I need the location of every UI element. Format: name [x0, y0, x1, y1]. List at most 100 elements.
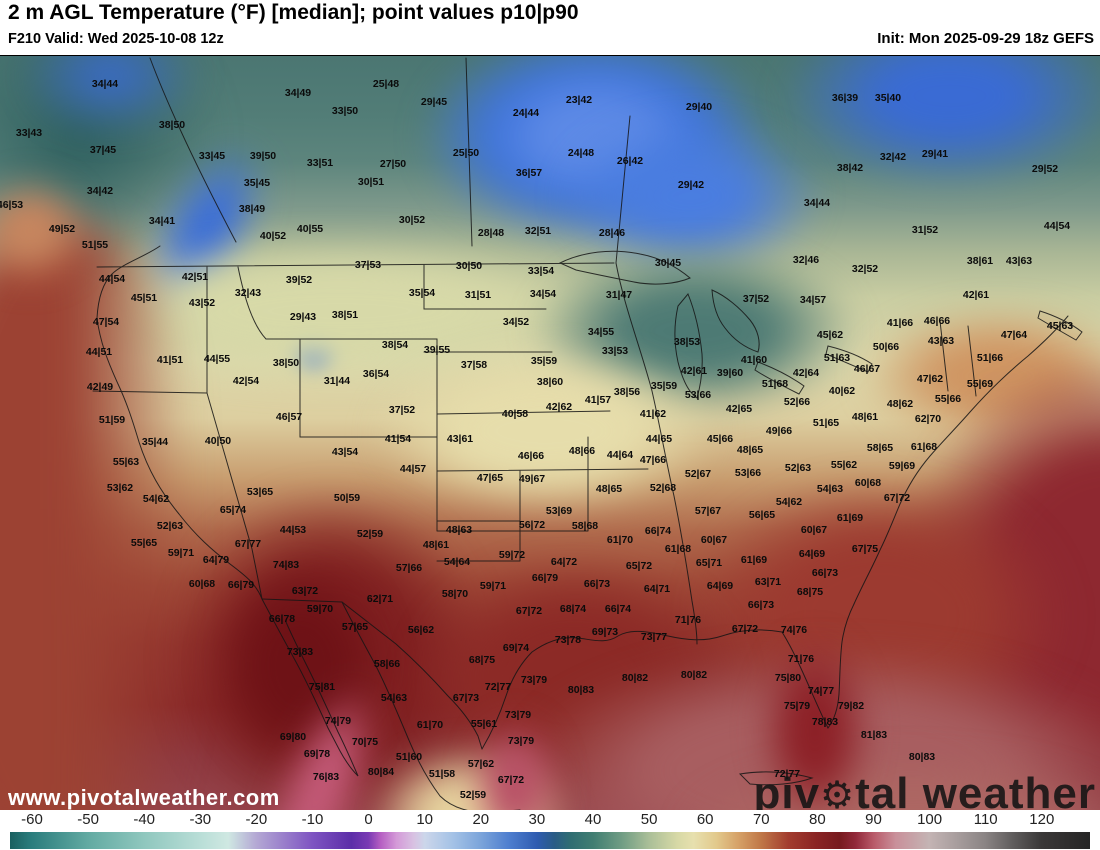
colorbar-tick-label: -50 [77, 811, 99, 828]
point-value: 75|80 [774, 672, 802, 684]
gulf-coastline [481, 629, 783, 750]
state-border-tx-panhandle [436, 470, 521, 562]
point-value: 40|62 [828, 385, 856, 397]
point-value: 31|47 [605, 289, 633, 301]
point-value: 57|66 [395, 562, 423, 574]
point-value: 44|64 [606, 449, 634, 461]
point-value: 33|45 [198, 150, 226, 162]
point-value: 41|60 [740, 354, 768, 366]
point-value: 48|65 [595, 483, 623, 495]
point-value: 39|50 [249, 150, 277, 162]
us-mexico-border [261, 598, 483, 750]
point-value: 47|66 [639, 454, 667, 466]
point-value: 54|63 [816, 483, 844, 495]
point-value: 48|62 [886, 398, 914, 410]
point-value: 39|60 [716, 367, 744, 379]
east-coastline [853, 315, 1069, 605]
point-value: 43|61 [446, 433, 474, 445]
point-value: 47|54 [92, 316, 120, 328]
point-value: 54|62 [142, 493, 170, 505]
state-border-co-box [436, 436, 589, 532]
point-value: 42|64 [792, 367, 820, 379]
map-shade-pacific-warm [0, 226, 190, 811]
point-value: 71|76 [787, 653, 815, 665]
point-value: 38|56 [613, 386, 641, 398]
map-shade-florida-red [760, 636, 870, 811]
point-value: 51|60 [395, 751, 423, 763]
point-value: 32|46 [792, 254, 820, 266]
point-value: 71|76 [674, 614, 702, 626]
colorbar-tick-label: 60 [696, 811, 714, 828]
state-border-id-mt [237, 266, 267, 340]
point-value: 43|52 [188, 297, 216, 309]
point-value: 69|73 [591, 626, 619, 638]
point-value: 34|44 [803, 197, 831, 209]
point-value: 46|57 [275, 411, 303, 423]
point-value: 67|72 [515, 605, 543, 617]
colorbar-tick-label: 100 [917, 811, 943, 828]
lake-superior [558, 250, 691, 285]
point-value: 80|82 [680, 669, 708, 681]
point-value: 55|63 [112, 456, 140, 468]
point-value: 29|42 [677, 179, 705, 191]
point-value: 53|66 [684, 389, 712, 401]
colorbar-tick-label: 110 [973, 811, 998, 828]
point-value: 32|52 [851, 263, 879, 275]
point-value: 41|57 [584, 394, 612, 406]
point-value: 54|64 [443, 556, 471, 568]
point-value: 38|53 [673, 336, 701, 348]
point-value: 65|72 [625, 560, 653, 572]
point-value: 73|79 [520, 674, 548, 686]
point-value: 64|69 [706, 580, 734, 592]
point-value: 58|65 [866, 442, 894, 454]
point-value: 38|54 [381, 339, 409, 351]
point-value: 32|42 [879, 151, 907, 163]
point-value: 41|54 [384, 433, 412, 445]
point-value: 80|82 [621, 672, 649, 684]
point-value: 59|69 [888, 460, 916, 472]
point-value: 63|72 [291, 585, 319, 597]
point-value: 59|72 [498, 549, 526, 561]
lake-erie [754, 361, 805, 395]
point-value: 30|51 [357, 176, 385, 188]
point-value: 55|66 [934, 393, 962, 405]
point-value: 66|73 [747, 599, 775, 611]
baja-peninsula [261, 598, 359, 777]
point-value: 64|72 [550, 556, 578, 568]
point-value: 33|51 [306, 157, 334, 169]
point-value: 41|51 [156, 354, 184, 366]
pivotal-weather-logo: piv⚙tal weather [753, 769, 1096, 811]
point-value: 53|62 [106, 482, 134, 494]
point-value: 44|54 [1043, 220, 1071, 232]
provincial-border-ab-sk [465, 57, 473, 247]
point-value: 48|66 [568, 445, 596, 457]
point-value: 31|44 [323, 375, 351, 387]
point-value: 66|79 [227, 579, 255, 591]
colorbar-tick-label: -20 [245, 811, 268, 828]
point-value: 62|70 [914, 413, 942, 425]
colorbar-tick-label: -10 [301, 811, 324, 828]
point-value: 38|42 [836, 162, 864, 174]
point-value: 47|64 [1000, 329, 1028, 341]
point-value: 37|53 [354, 259, 382, 271]
point-value: 38|50 [272, 357, 300, 369]
colorbar-tick-label: -40 [133, 811, 156, 828]
point-value: 28|48 [477, 227, 505, 239]
point-value: 58|66 [373, 658, 401, 670]
point-value: 51|65 [812, 417, 840, 429]
point-value: 61|69 [836, 512, 864, 524]
point-value: 62|71 [366, 593, 394, 605]
point-value: 37|45 [89, 144, 117, 156]
colorbar-tick-label: -60 [21, 811, 43, 828]
point-value: 34|55 [587, 326, 615, 338]
point-value: 66|79 [531, 572, 559, 584]
point-value: 67|77 [234, 538, 262, 550]
point-value: 52|63 [784, 462, 812, 474]
point-value: 40|50 [204, 435, 232, 447]
point-value: 78|83 [811, 716, 839, 728]
state-border-or-ca [92, 390, 208, 394]
point-value: 51|66 [976, 352, 1004, 364]
point-value: 66|74 [644, 525, 672, 537]
point-value: 59|70 [306, 603, 334, 615]
point-value: 35|44 [141, 436, 169, 448]
